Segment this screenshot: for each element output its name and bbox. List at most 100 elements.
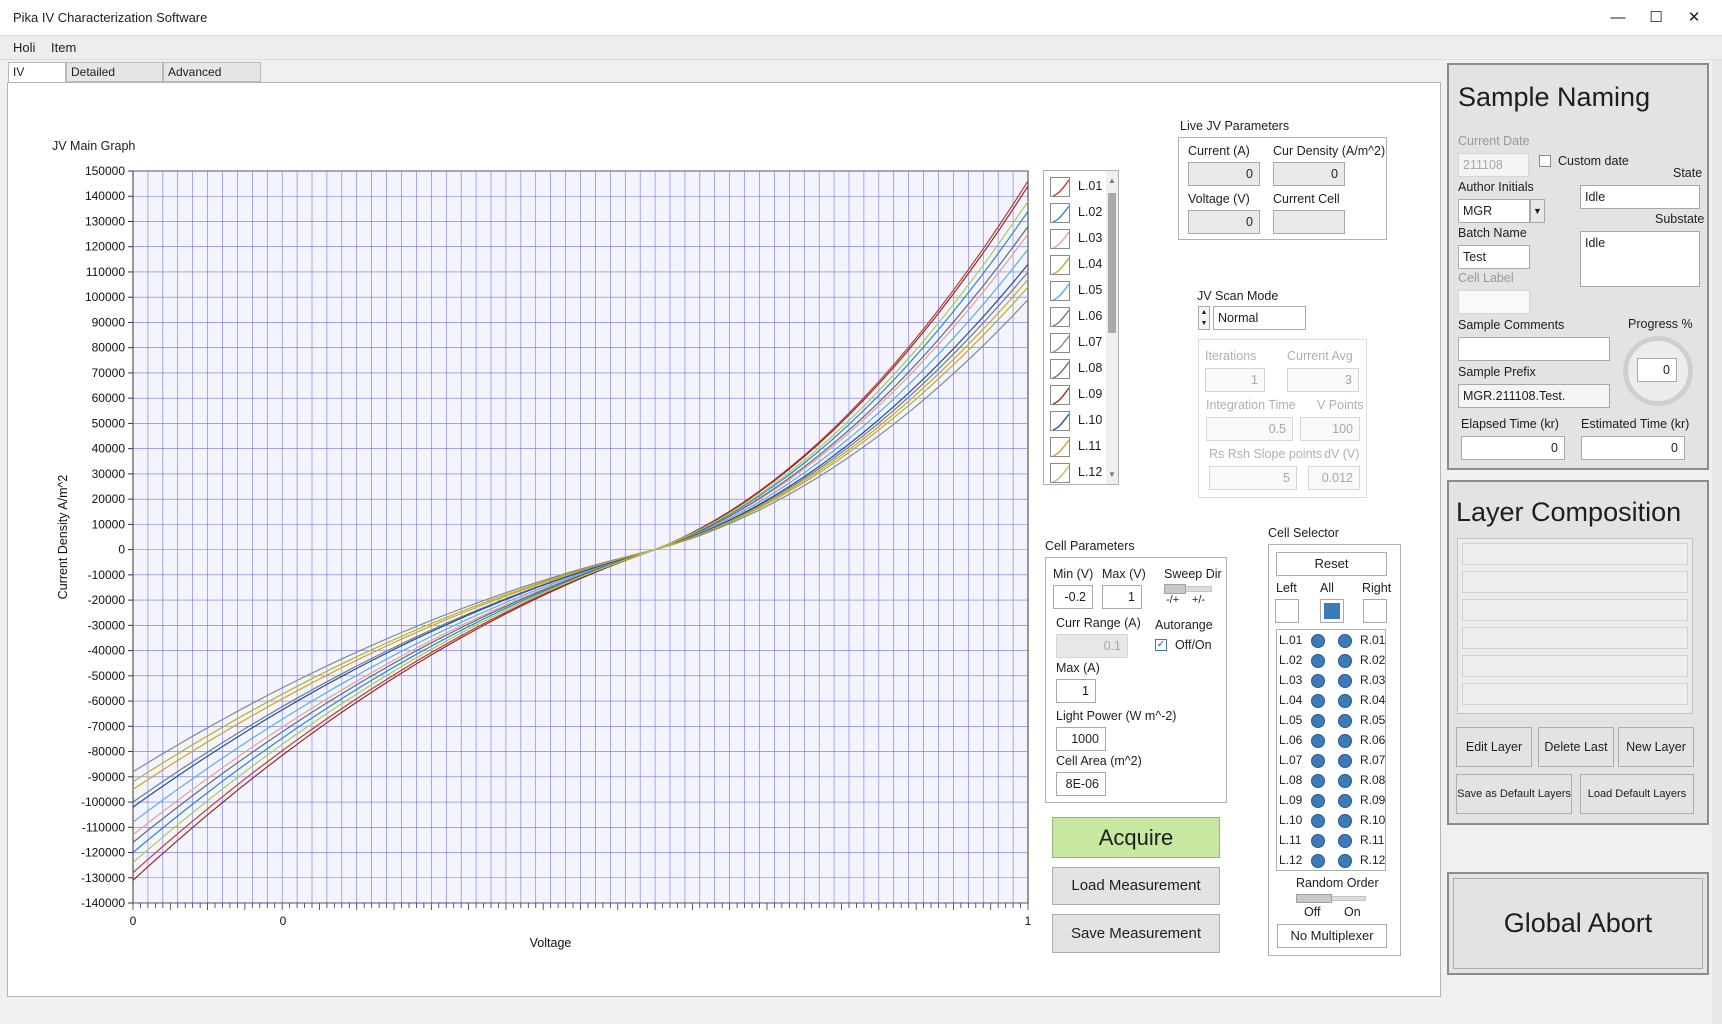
multiplexer-button[interactable]: No Multiplexer <box>1277 924 1387 948</box>
author-initials-field[interactable]: MGR <box>1458 199 1530 223</box>
cell-toggle-right[interactable] <box>1338 814 1352 828</box>
cell-toggle-right[interactable] <box>1338 734 1352 748</box>
load-measurement-button[interactable]: Load Measurement <box>1052 867 1220 905</box>
cell-toggle-right[interactable] <box>1338 754 1352 768</box>
cell-label-left: L.02 <box>1279 653 1303 667</box>
cell-toggle-left[interactable] <box>1311 754 1325 768</box>
menu-item[interactable]: Item <box>51 40 77 55</box>
v-points-field[interactable]: 100 <box>1300 417 1360 441</box>
integration-time-field[interactable]: 0.5 <box>1206 417 1293 441</box>
current-avg-field[interactable]: 3 <box>1287 368 1359 392</box>
layer-slot[interactable] <box>1462 571 1688 593</box>
dv-field[interactable]: 0.012 <box>1308 466 1360 490</box>
author-dropdown-chevron-icon[interactable]: ▼ <box>1530 199 1545 223</box>
legend-item[interactable]: L.06 <box>1050 305 1118 331</box>
legend-swatch-icon <box>1050 177 1070 197</box>
random-order-thumb[interactable] <box>1296 894 1332 903</box>
select-all-toggle[interactable] <box>1320 599 1344 623</box>
global-abort-button[interactable]: Global Abort <box>1453 878 1703 969</box>
cell-label-right: R.09 <box>1360 793 1386 807</box>
cell-toggle-right[interactable] <box>1338 834 1352 848</box>
maximize-button[interactable]: ☐ <box>1649 9 1663 26</box>
max-v-field[interactable]: 1 <box>1102 585 1142 609</box>
layer-slot[interactable] <box>1462 655 1688 677</box>
cell-area-field[interactable]: 8E-06 <box>1056 772 1106 796</box>
scroll-down-icon[interactable]: ▼ <box>1108 470 1116 479</box>
cell-toggle-left[interactable] <box>1311 834 1325 848</box>
new-layer-button[interactable]: New Layer <box>1618 727 1694 767</box>
save-default-layers-button[interactable]: Save as Default Layers <box>1456 774 1572 814</box>
cell-toggle-right[interactable] <box>1338 654 1352 668</box>
tab-iv-curves[interactable]: IV Curves <box>8 62 66 97</box>
sample-comments-field[interactable] <box>1458 337 1610 361</box>
layer-slot[interactable] <box>1462 599 1688 621</box>
y-tick-label: 90000 <box>92 315 126 329</box>
cell-toggle-left[interactable] <box>1311 674 1325 688</box>
reset-button[interactable]: Reset <box>1276 552 1387 576</box>
tab-detailed-analysis[interactable]: Detailed Analysis <box>66 62 163 97</box>
min-v-field[interactable]: -0.2 <box>1053 585 1093 609</box>
cell-toggle-left[interactable] <box>1311 634 1325 648</box>
autorange-checkbox[interactable]: ✓ <box>1155 639 1167 651</box>
rs-rsh-field[interactable]: 5 <box>1209 466 1297 490</box>
scroll-up-icon[interactable]: ▲ <box>1108 176 1116 185</box>
save-measurement-button[interactable]: Save Measurement <box>1052 914 1220 953</box>
layer-slot[interactable] <box>1462 543 1688 565</box>
select-left-toggle[interactable] <box>1275 599 1299 623</box>
iterations-field[interactable]: 1 <box>1205 368 1265 392</box>
cell-toggle-left[interactable] <box>1311 714 1325 728</box>
scan-mode-field[interactable]: Normal <box>1213 306 1306 330</box>
cell-toggle-right[interactable] <box>1338 794 1352 808</box>
delete-last-button[interactable]: Delete Last <box>1538 727 1614 767</box>
cell-toggle-right[interactable] <box>1338 674 1352 688</box>
sweep-dir-thumb[interactable] <box>1164 584 1186 594</box>
legend-swatch-icon <box>1050 255 1070 275</box>
legend-item[interactable]: L.11 <box>1050 435 1118 461</box>
batch-name-field[interactable]: Test <box>1458 245 1530 269</box>
layer-slot[interactable] <box>1462 627 1688 649</box>
layer-slot[interactable] <box>1462 683 1688 705</box>
legend-item[interactable]: L.03 <box>1050 227 1118 253</box>
custom-date-checkbox[interactable] <box>1539 155 1551 167</box>
y-tick-label: 60000 <box>92 391 126 405</box>
light-power-field[interactable]: 1000 <box>1056 727 1106 751</box>
tab-advanced-config[interactable]: Advanced Config <box>163 62 261 97</box>
cell-toggle-left[interactable] <box>1311 654 1325 668</box>
cell-label-field[interactable] <box>1458 290 1530 314</box>
legend-item[interactable]: L.04 <box>1050 253 1118 279</box>
scroll-thumb[interactable] <box>1108 193 1116 333</box>
legend-item[interactable]: L.02 <box>1050 201 1118 227</box>
select-right-toggle[interactable] <box>1363 599 1387 623</box>
cell-toggle-right[interactable] <box>1338 854 1352 868</box>
legend-item[interactable]: L.07 <box>1050 331 1118 357</box>
cell-toggle-right[interactable] <box>1338 774 1352 788</box>
legend-scrollbar[interactable]: ▲ ▼ <box>1106 171 1118 484</box>
cell-toggle-right[interactable] <box>1338 714 1352 728</box>
close-button[interactable]: ✕ <box>1687 9 1701 26</box>
cell-toggle-right[interactable] <box>1338 694 1352 708</box>
curr-range-field[interactable]: 0.1 <box>1056 634 1128 658</box>
scan-mode-spinner[interactable]: ▲ ▼ <box>1198 306 1210 330</box>
acquire-button[interactable]: Acquire <box>1052 817 1220 858</box>
legend-item[interactable]: L.01 <box>1050 175 1118 201</box>
current-date-field[interactable]: 211108 <box>1458 153 1529 177</box>
cell-selector-title: Cell Selector <box>1268 526 1339 540</box>
edit-layer-button[interactable]: Edit Layer <box>1456 727 1532 767</box>
legend-item[interactable]: L.12 <box>1050 461 1118 484</box>
cell-toggle-left[interactable] <box>1311 694 1325 708</box>
cell-toggle-left[interactable] <box>1311 734 1325 748</box>
legend-item[interactable]: L.08 <box>1050 357 1118 383</box>
cell-toggle-left[interactable] <box>1311 774 1325 788</box>
legend-item[interactable]: L.05 <box>1050 279 1118 305</box>
window-scrollbar[interactable] <box>1712 60 1722 1024</box>
cell-toggle-left[interactable] <box>1311 854 1325 868</box>
cell-toggle-right[interactable] <box>1338 634 1352 648</box>
menu-holi[interactable]: Holi <box>13 40 36 55</box>
minimize-button[interactable]: — <box>1610 9 1626 26</box>
legend-item[interactable]: L.10 <box>1050 409 1118 435</box>
max-a-field[interactable]: 1 <box>1056 679 1096 703</box>
cell-toggle-left[interactable] <box>1311 814 1325 828</box>
legend-item[interactable]: L.09 <box>1050 383 1118 409</box>
load-default-layers-button[interactable]: Load Default Layers <box>1580 774 1694 814</box>
cell-toggle-left[interactable] <box>1311 794 1325 808</box>
